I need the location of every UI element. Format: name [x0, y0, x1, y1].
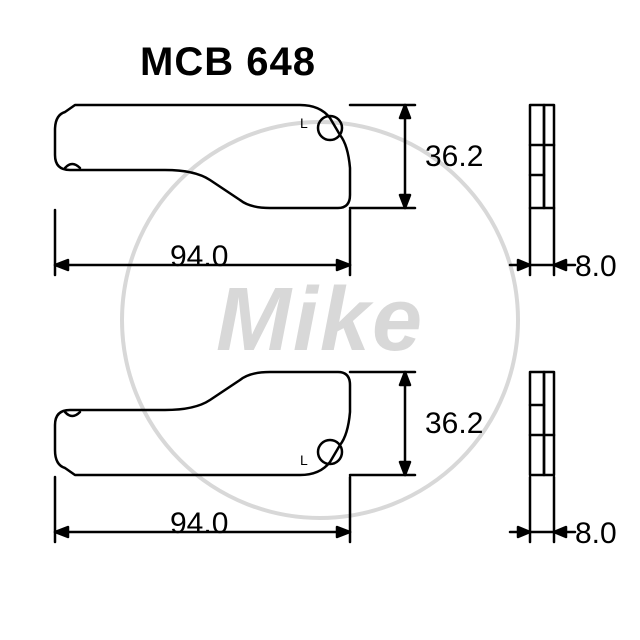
dim-top-width-arrow1 [55, 260, 68, 270]
dim-bot-thick-arrow1 [518, 527, 530, 537]
dim-top-thick-arrow2 [554, 260, 566, 270]
pad-top-notch [65, 164, 80, 168]
dim-top-height-arrow1 [400, 105, 410, 118]
dim-label-height-top: 36.2 [425, 140, 483, 174]
dim-label-width-top: 94.0 [170, 240, 228, 274]
dim-bot-thick-arrow2 [554, 527, 566, 537]
dim-label-height-bot: 36.2 [425, 407, 483, 441]
dim-top-height-arrow2 [400, 195, 410, 208]
pad-bottom-mark: L [300, 452, 308, 468]
pad-top-side [530, 105, 554, 208]
pad-top-mark: L [300, 115, 308, 131]
dim-bot-width-arrow2 [337, 527, 350, 537]
pad-bottom-notch [65, 412, 80, 416]
dim-label-thick-top: 8.0 [575, 250, 617, 284]
dim-bot-height-arrow2 [400, 462, 410, 475]
pad-bottom-side [530, 372, 554, 475]
dim-top-width-arrow2 [337, 260, 350, 270]
dim-top-thick-arrow1 [518, 260, 530, 270]
technical-drawing: L [0, 0, 640, 640]
dim-label-thick-bot: 8.0 [575, 517, 617, 551]
diagram-canvas: Mike MCB 648 L [0, 0, 640, 640]
dim-bot-height-arrow1 [400, 372, 410, 385]
dim-bot-width-arrow1 [55, 527, 68, 537]
dim-label-width-bot: 94.0 [170, 507, 228, 541]
